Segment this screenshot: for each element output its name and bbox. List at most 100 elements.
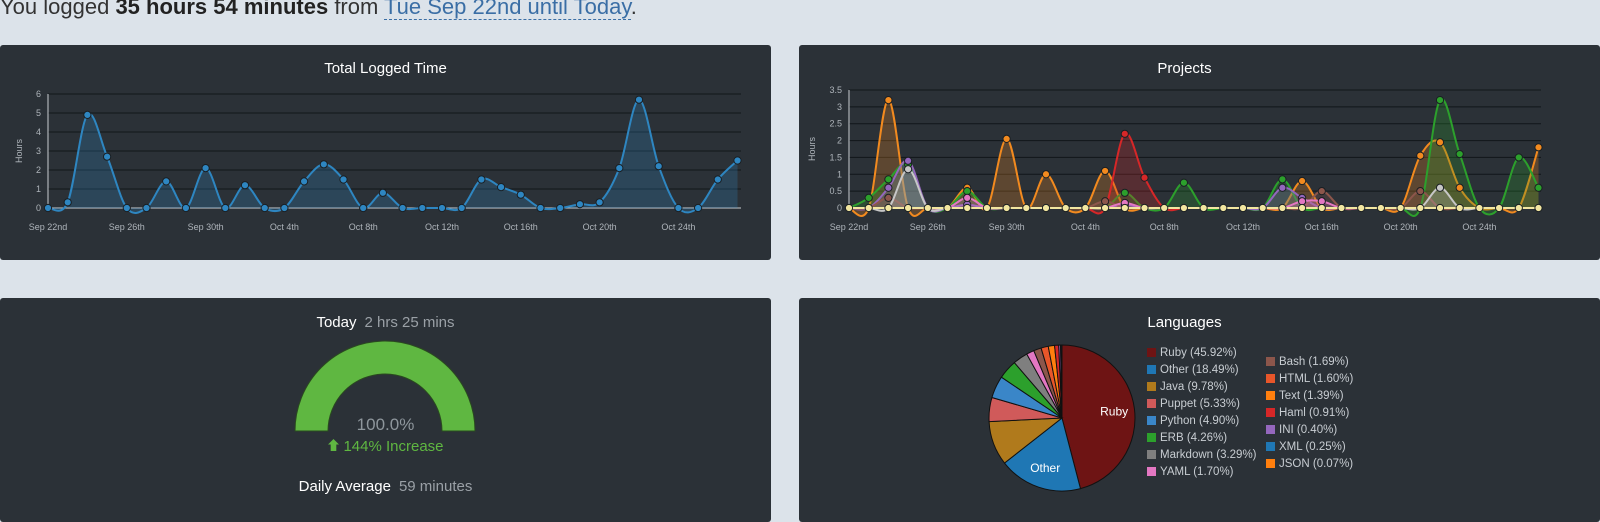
legend-item[interactable]: XML (0.25%)	[1266, 439, 1353, 456]
legend-swatch	[1266, 391, 1275, 400]
legend-swatch	[1266, 459, 1275, 468]
data-point	[240, 181, 250, 190]
data-point	[1199, 203, 1208, 213]
series-area	[48, 99, 738, 213]
data-point	[963, 187, 972, 196]
legend-item[interactable]: Java (9.78%)	[1147, 379, 1257, 396]
legend-label: ERB (4.26%)	[1160, 432, 1228, 444]
x-tick-label: Oct 12th	[425, 222, 459, 232]
legend-item[interactable]: Bash (1.69%)	[1266, 354, 1353, 371]
legend-label: YAML (1.70%)	[1160, 466, 1234, 478]
legend-swatch	[1147, 348, 1156, 357]
data-point	[1416, 151, 1425, 160]
data-point	[1337, 203, 1346, 213]
data-point	[1534, 203, 1543, 213]
y-tick-label: 2	[837, 136, 842, 146]
x-tick-label: Oct 20th	[1384, 222, 1418, 232]
legend-swatch	[1266, 442, 1275, 451]
data-point	[339, 175, 348, 184]
y-tick-label: 2	[36, 165, 41, 175]
data-point	[359, 203, 368, 213]
legend-item[interactable]: ERB (4.26%)	[1147, 430, 1257, 447]
x-tick-label: Oct 16th	[504, 222, 538, 232]
legend-item[interactable]: Haml (0.91%)	[1266, 405, 1353, 422]
data-point	[1041, 203, 1051, 213]
gauge-fill	[294, 340, 476, 432]
data-point	[83, 110, 92, 120]
data-point	[864, 203, 873, 213]
data-point	[1179, 203, 1188, 213]
legend-swatch	[1147, 433, 1156, 442]
data-point	[963, 193, 972, 202]
y-tick-label: 3.5	[829, 85, 842, 95]
legend-swatch	[1147, 399, 1156, 408]
pie-slice-label: Other	[1030, 461, 1060, 475]
daily-average-row: Daily Average 59 minutes	[0, 478, 771, 495]
data-point	[884, 193, 893, 202]
projects-panel: Projects 0 0.5 1 1.5 2 2.5 3 3.5 Hours Sep 22nd Se…	[799, 45, 1600, 260]
legend-item[interactable]: JSON (0.07%)	[1266, 456, 1353, 473]
data-point	[1317, 187, 1326, 196]
x-tick-label: Sep 22nd	[830, 222, 869, 232]
data-point	[864, 193, 873, 202]
legend-item[interactable]: HTML (1.60%)	[1266, 371, 1353, 388]
data-point	[1396, 203, 1405, 213]
legend-label: XML (0.25%)	[1279, 441, 1346, 453]
legend-item[interactable]: YAML (1.70%)	[1147, 464, 1257, 481]
data-point	[884, 175, 893, 184]
summary-headline: You logged 35 hours 54 minutes from Tue …	[0, 0, 637, 20]
data-point	[142, 203, 151, 213]
data-point	[398, 203, 407, 213]
data-point	[1278, 183, 1287, 192]
data-point	[615, 164, 624, 173]
series-area	[849, 100, 1539, 216]
data-point	[1081, 203, 1090, 213]
projects-chart: 0 0.5 1 1.5 2 2.5 3 3.5 Hours Sep 22nd Sep 26th Sep…	[807, 85, 1543, 232]
summary-from: from	[334, 0, 379, 19]
summary-prefix: You logged	[0, 0, 110, 19]
data-point	[1435, 138, 1445, 147]
y-tick-label: 3	[837, 102, 842, 112]
legend-item[interactable]: Python (4.90%)	[1147, 413, 1257, 430]
date-range-link[interactable]: Tue Sep 22nd until Today	[384, 0, 631, 20]
x-tick-label: Oct 20th	[583, 222, 617, 232]
data-point	[923, 203, 932, 213]
series-line	[47, 98, 739, 214]
data-point	[844, 203, 854, 213]
y-axis-label: Hours	[14, 139, 24, 164]
data-point	[1514, 153, 1523, 162]
legend-item[interactable]: Ruby (45.92%)	[1147, 345, 1257, 362]
data-point	[1120, 129, 1129, 138]
data-point	[280, 203, 289, 213]
data-point	[1278, 175, 1287, 184]
legend-item[interactable]: Puppet (5.33%)	[1147, 396, 1257, 413]
data-point	[1455, 149, 1464, 159]
data-point	[963, 203, 972, 213]
x-tick-label: Sep 22nd	[29, 222, 68, 232]
legend-swatch	[1266, 374, 1275, 383]
y-tick-label: 4	[36, 127, 41, 137]
data-point	[1416, 187, 1425, 196]
data-point	[201, 164, 210, 173]
data-point	[43, 203, 53, 213]
today-panel: Today 2 hrs 25 mins 100.0% 144% Increase …	[0, 298, 771, 522]
series-area	[849, 169, 1539, 211]
data-point	[982, 203, 991, 213]
legend-item[interactable]: Other (18.49%)	[1147, 362, 1257, 379]
x-tick-label: Oct 8th	[349, 222, 378, 232]
legend-label: Other (18.49%)	[1160, 364, 1239, 376]
data-point	[904, 203, 913, 213]
y-tick-label: 0	[36, 203, 41, 213]
x-tick-label: Oct 12th	[1226, 222, 1260, 232]
x-tick-label: Sep 26th	[109, 222, 145, 232]
data-point	[1435, 183, 1445, 192]
data-point	[1179, 178, 1188, 187]
legend-item[interactable]: INI (0.40%)	[1266, 422, 1353, 439]
x-tick-label: Oct 24th	[661, 222, 695, 232]
today-gauge	[294, 340, 476, 432]
data-point	[1101, 203, 1110, 213]
data-point	[1435, 96, 1445, 105]
legend-item[interactable]: Markdown (3.29%)	[1147, 447, 1257, 464]
pie-slice	[1061, 344, 1136, 490]
legend-item[interactable]: Text (1.39%)	[1266, 388, 1353, 405]
